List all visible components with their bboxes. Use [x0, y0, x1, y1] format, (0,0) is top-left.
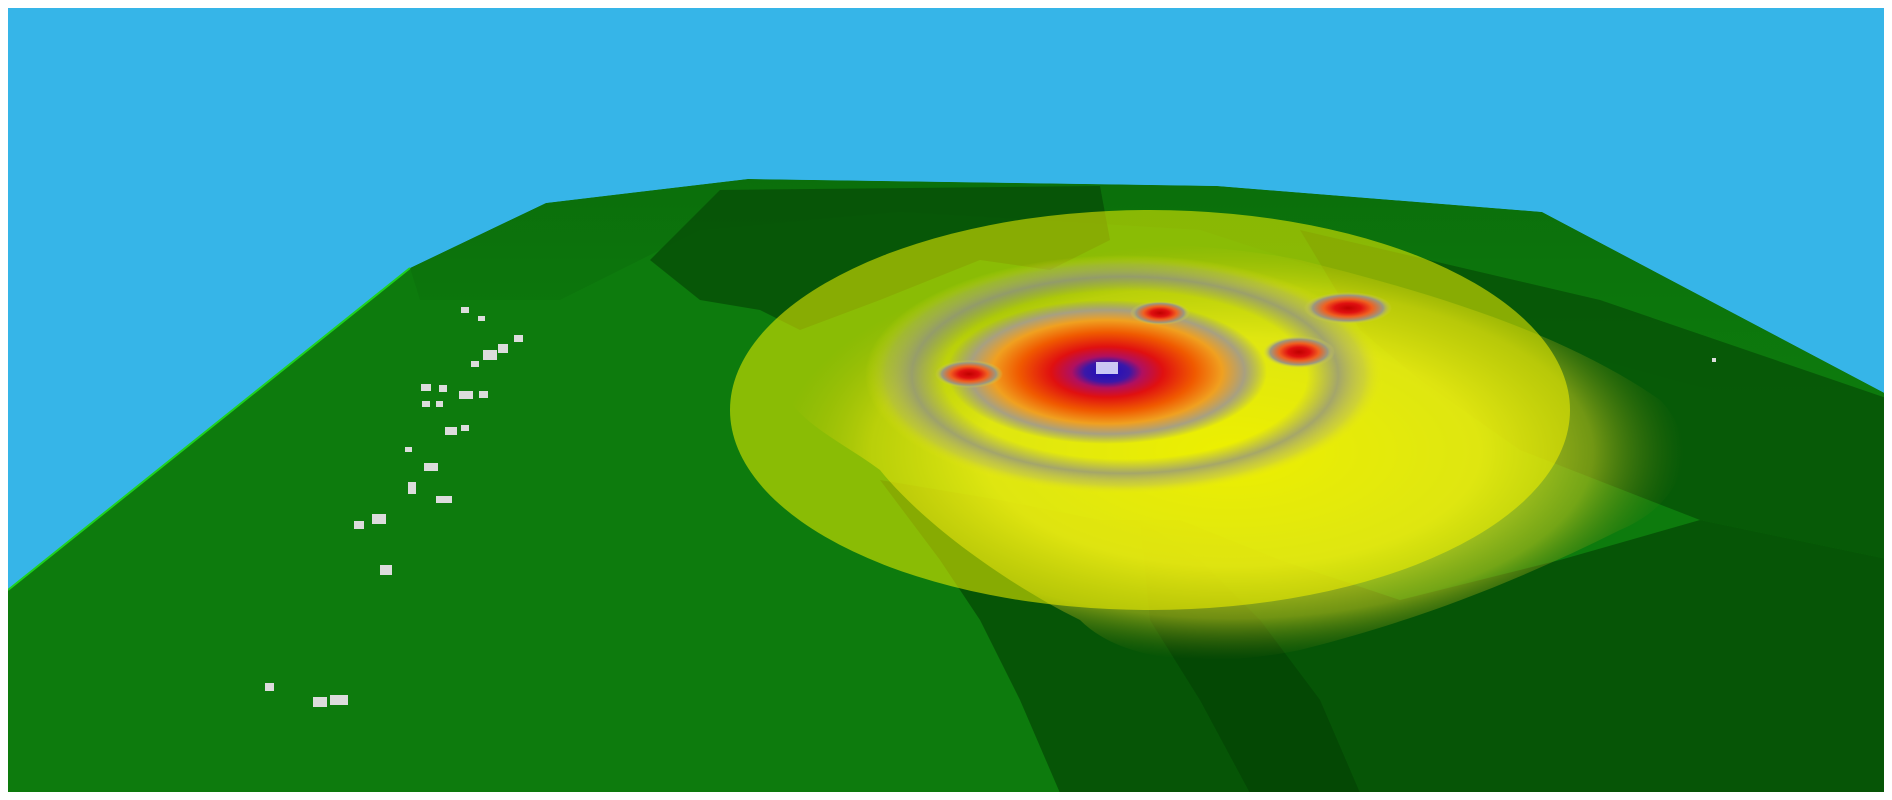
building [445, 427, 457, 435]
building [439, 385, 447, 392]
building [408, 482, 416, 494]
building [1712, 358, 1716, 362]
building [421, 384, 431, 391]
building [330, 695, 348, 705]
building [422, 401, 430, 407]
building [372, 514, 386, 524]
heat-satellite-source [1304, 292, 1392, 324]
heat-satellite-source [1263, 336, 1335, 368]
building [479, 391, 488, 398]
building [405, 447, 412, 452]
building [498, 344, 508, 353]
building [436, 496, 452, 503]
building [436, 401, 443, 407]
building [461, 307, 469, 313]
building [514, 335, 523, 342]
building [380, 565, 392, 575]
building [478, 316, 485, 321]
building [313, 697, 327, 707]
building [459, 391, 473, 399]
building [483, 350, 497, 360]
building [265, 683, 274, 691]
building [471, 361, 479, 367]
building [354, 521, 364, 529]
building [424, 463, 438, 471]
heat-center-marker [1096, 362, 1118, 374]
building [461, 425, 469, 431]
heat-satellite-source [935, 360, 1003, 388]
heat-satellite-source [1130, 301, 1190, 325]
